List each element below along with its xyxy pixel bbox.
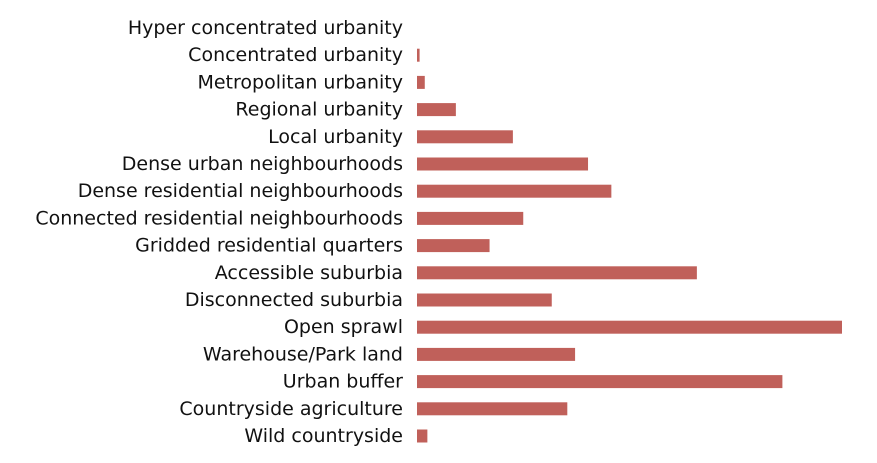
bars [417, 48, 842, 443]
category-label: Concentrated urbanity [188, 44, 403, 66]
category-label: Gridded residential quarters [135, 235, 403, 257]
bar [417, 157, 589, 171]
category-label: Disconnected suburbia [185, 289, 403, 311]
category-label: Dense residential neighbourhoods [78, 180, 403, 202]
category-label: Regional urbanity [235, 99, 403, 121]
bar [417, 103, 456, 117]
bar [417, 48, 420, 62]
category-label: Metropolitan urbanity [197, 71, 403, 93]
bar [417, 320, 842, 334]
bar [417, 293, 552, 307]
bar [417, 429, 428, 443]
bar [417, 375, 783, 389]
category-label: Warehouse/Park land [203, 343, 403, 365]
bar [417, 184, 612, 198]
category-labels: Hyper concentrated urbanity Concentrated … [35, 17, 403, 447]
category-label: Dense urban neighbourhoods [122, 153, 403, 175]
category-label: Hyper concentrated urbanity [128, 17, 403, 39]
bar [417, 347, 576, 361]
bar [417, 402, 568, 416]
bar [417, 211, 524, 225]
bar [417, 266, 697, 280]
category-label: Wild countryside [244, 425, 403, 447]
bar [417, 130, 513, 144]
bar [417, 239, 490, 253]
category-label: Accessible suburbia [215, 262, 403, 284]
category-label: Countryside agriculture [179, 398, 403, 420]
category-label: Local urbanity [268, 126, 403, 148]
category-label: Connected residential neighbourhoods [35, 207, 403, 229]
category-label: Open sprawl [284, 316, 403, 338]
bar [417, 75, 425, 89]
category-label: Urban buffer [283, 371, 403, 393]
